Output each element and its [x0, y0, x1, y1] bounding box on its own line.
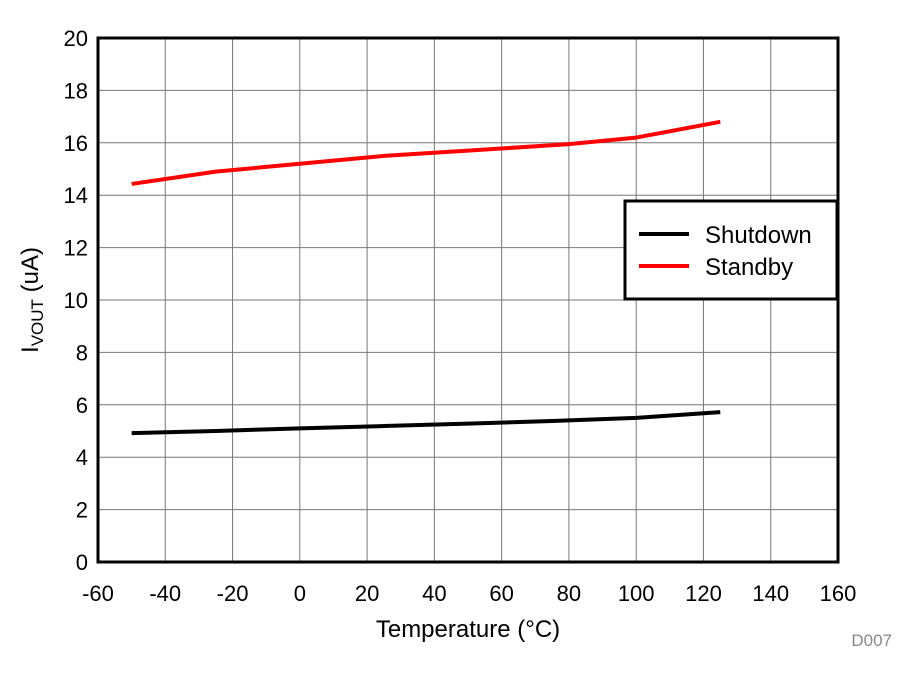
x-tick-label: 60 [489, 581, 513, 606]
y-tick-label: 20 [64, 26, 88, 51]
tick-labels: -60 -40 -20 0 20 40 60 80 100 120 140 160 0 2 4 6 8 10 12 1… [64, 26, 857, 606]
y-tick-label: 8 [76, 340, 88, 365]
legend: Shutdown Standby [623, 199, 839, 301]
series-line-standby [131, 119, 721, 186]
x-tick-label: 80 [557, 581, 581, 606]
x-tick-label: 40 [422, 581, 446, 606]
y-tick-label: 12 [64, 236, 88, 261]
figure-id: D007 [851, 631, 892, 650]
y-tick-label: 14 [64, 183, 88, 208]
series-group [131, 119, 721, 436]
y-tick-label: 6 [76, 393, 88, 418]
x-tick-label: 20 [355, 581, 379, 606]
x-tick-label: 100 [618, 581, 655, 606]
x-tick-label: -40 [149, 581, 181, 606]
y-tick-label: 4 [76, 445, 88, 470]
y-tick-label: 0 [76, 550, 88, 575]
legend-label-shutdown: Shutdown [705, 222, 812, 249]
y-axis-label: IVOUT (uA) [17, 247, 47, 353]
x-tick-label: 0 [294, 581, 306, 606]
x-tick-label: -20 [217, 581, 249, 606]
x-tick-label: 160 [820, 581, 857, 606]
y-tick-label: 16 [64, 131, 88, 156]
y-tick-label: 18 [64, 78, 88, 103]
x-tick-label: -60 [82, 581, 114, 606]
x-tick-label: 140 [752, 581, 789, 606]
x-axis-label: Temperature (°C) [376, 616, 560, 643]
y-tick-label: 10 [64, 288, 88, 313]
series-line-shutdown [131, 410, 721, 436]
x-tick-label: 120 [685, 581, 722, 606]
legend-label-standby: Standby [705, 254, 793, 281]
y-tick-label: 2 [76, 498, 88, 523]
